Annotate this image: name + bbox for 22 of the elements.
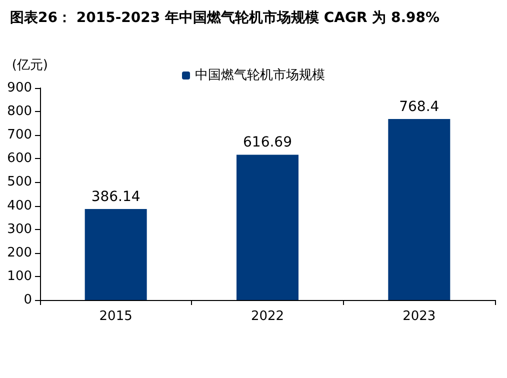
y-tick-label: 900 xyxy=(7,80,32,96)
y-tick-label: 0 xyxy=(24,292,32,308)
y-axis-title: (亿元) xyxy=(12,58,48,73)
y-tick-label: 200 xyxy=(7,245,32,260)
x-tick-label: 2022 xyxy=(250,309,284,324)
legend-label: 中国燃气轮机市场规模 xyxy=(195,68,325,83)
x-tick-label: 2023 xyxy=(402,309,436,324)
y-tick-label: 500 xyxy=(7,174,32,190)
data-label: 616.69 xyxy=(243,134,292,151)
y-tick-label: 800 xyxy=(7,104,32,120)
y-tick-label: 400 xyxy=(7,198,32,214)
y-tick-label: 100 xyxy=(7,268,32,284)
y-tick-label: 300 xyxy=(7,222,32,237)
data-label: 768.4 xyxy=(399,99,440,115)
x-tick-label: 2015 xyxy=(99,309,132,324)
bar xyxy=(84,209,147,300)
bar xyxy=(236,154,298,300)
bar xyxy=(388,119,450,300)
data-label: 386.14 xyxy=(91,189,140,206)
y-tick-label: 600 xyxy=(7,151,32,166)
y-tick-label: 700 xyxy=(7,128,32,143)
chart-title: 图表26： 2015-2023 年中国燃气轮机市场规模 CAGR 为 8.98% xyxy=(10,9,440,26)
